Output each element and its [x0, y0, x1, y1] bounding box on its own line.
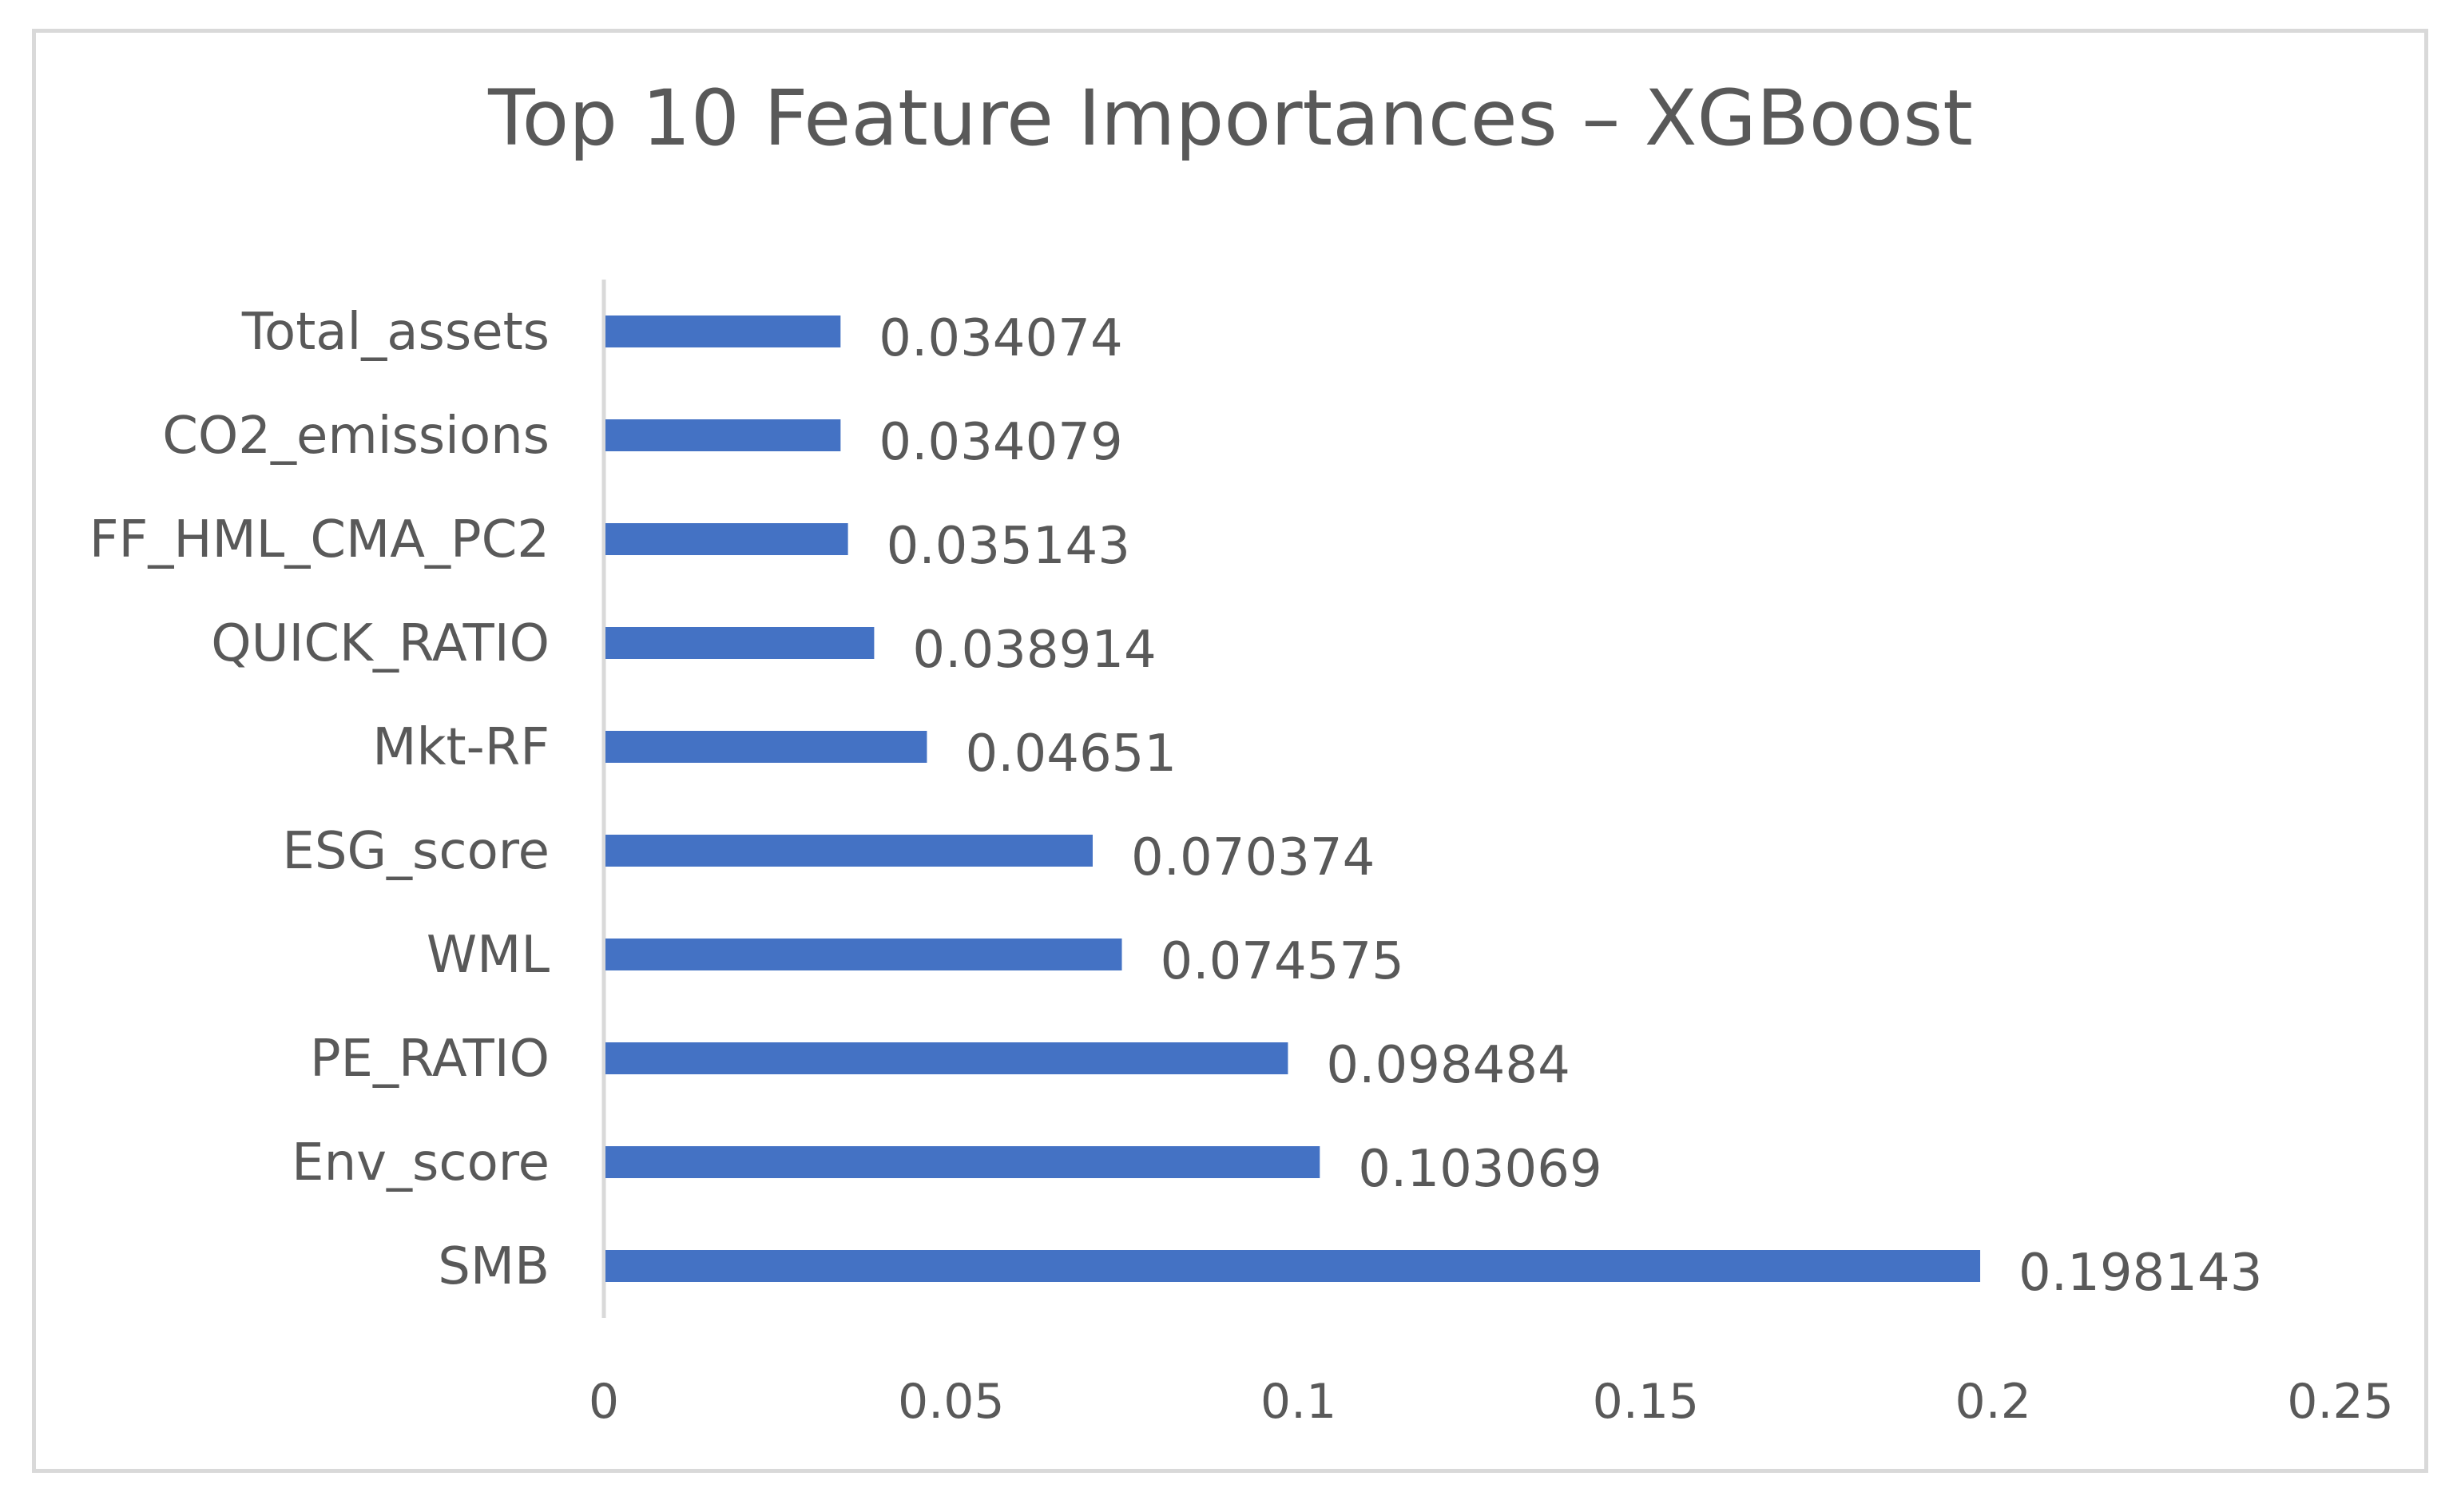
data-label: 0.038914: [912, 621, 1156, 680]
x-tick-label: 0.15: [1593, 1374, 1700, 1430]
bar: [605, 835, 1093, 867]
category-label: WML: [427, 926, 550, 985]
data-label: 0.074575: [1161, 932, 1404, 991]
category-label: Env_score: [292, 1133, 550, 1193]
data-label: 0.04651: [965, 724, 1177, 784]
x-tick-label: 0: [589, 1374, 619, 1430]
data-label: 0.034079: [879, 413, 1122, 472]
bar: [605, 419, 841, 451]
chart-frame: [32, 29, 2428, 1473]
bar: [605, 523, 848, 555]
bar: [605, 1146, 1320, 1178]
data-label: 0.103069: [1358, 1140, 1602, 1199]
bar: [605, 1042, 1288, 1074]
data-label: 0.070374: [1131, 828, 1375, 887]
category-label: FF_HML_CMA_PC2: [89, 510, 550, 569]
bar: [605, 939, 1122, 970]
data-label: 0.198143: [2018, 1244, 2262, 1303]
data-label: 0.098484: [1326, 1036, 1570, 1095]
category-label: SMB: [438, 1237, 550, 1296]
data-label: 0.035143: [887, 517, 1130, 576]
data-label: 0.034074: [879, 309, 1122, 368]
bar: [605, 315, 841, 347]
x-tick-label: 0.2: [1955, 1374, 2030, 1430]
category-label: Total_assets: [241, 303, 550, 362]
bar: [605, 627, 875, 659]
category-label: ESG_score: [282, 822, 550, 881]
x-tick-label: 0.05: [898, 1374, 1005, 1430]
category-label: Mkt-RF: [372, 718, 550, 777]
bar: [605, 1250, 1981, 1282]
chart-title: Top 10 Feature Importances – XGBoost: [488, 73, 1973, 163]
x-tick-label: 0.1: [1260, 1374, 1336, 1430]
x-tick-label: 0.25: [2287, 1374, 2394, 1430]
category-label: PE_RATIO: [310, 1030, 550, 1089]
category-label: CO2_emissions: [162, 407, 550, 466]
bar: [605, 731, 927, 763]
category-label: QUICK_RATIO: [211, 614, 550, 673]
